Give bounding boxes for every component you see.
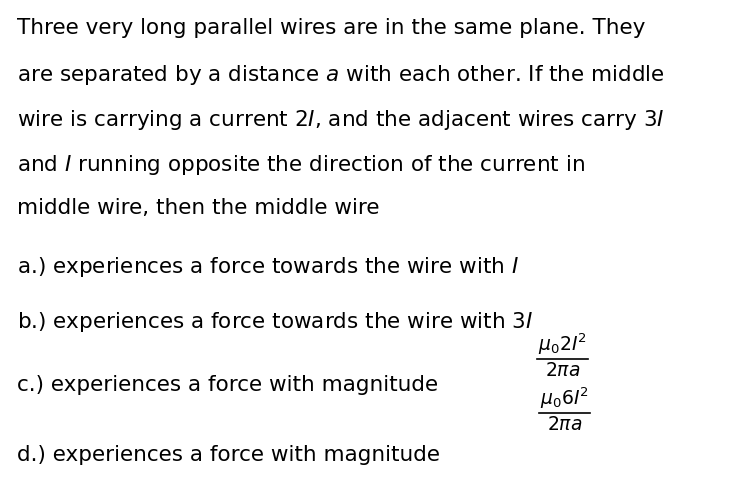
Text: d.) experiences a force with magnitude: d.) experiences a force with magnitude bbox=[17, 445, 446, 465]
Text: $\mu_0 2I^2$: $\mu_0 2I^2$ bbox=[538, 332, 587, 357]
Text: middle wire, then the middle wire: middle wire, then the middle wire bbox=[17, 198, 379, 218]
Text: and $I$ running opposite the direction of the current in: and $I$ running opposite the direction o… bbox=[17, 153, 584, 177]
Text: $\mu_0 6I^2$: $\mu_0 6I^2$ bbox=[540, 386, 589, 411]
Text: are separated by a distance $a$ with each other. If the middle: are separated by a distance $a$ with eac… bbox=[17, 63, 664, 87]
Text: b.) experiences a force towards the wire with $3I$: b.) experiences a force towards the wire… bbox=[17, 310, 532, 334]
Text: wire is carrying a current $2I$, and the adjacent wires carry $3I$: wire is carrying a current $2I$, and the… bbox=[17, 108, 664, 132]
Text: c.) experiences a force with magnitude: c.) experiences a force with magnitude bbox=[17, 375, 445, 395]
Text: a.) experiences a force towards the wire with $I$: a.) experiences a force towards the wire… bbox=[17, 255, 519, 279]
Text: $2\pi a$: $2\pi a$ bbox=[547, 415, 582, 434]
Text: Three very long parallel wires are in the same plane. They: Three very long parallel wires are in th… bbox=[17, 18, 645, 38]
Text: $2\pi a$: $2\pi a$ bbox=[545, 361, 581, 380]
